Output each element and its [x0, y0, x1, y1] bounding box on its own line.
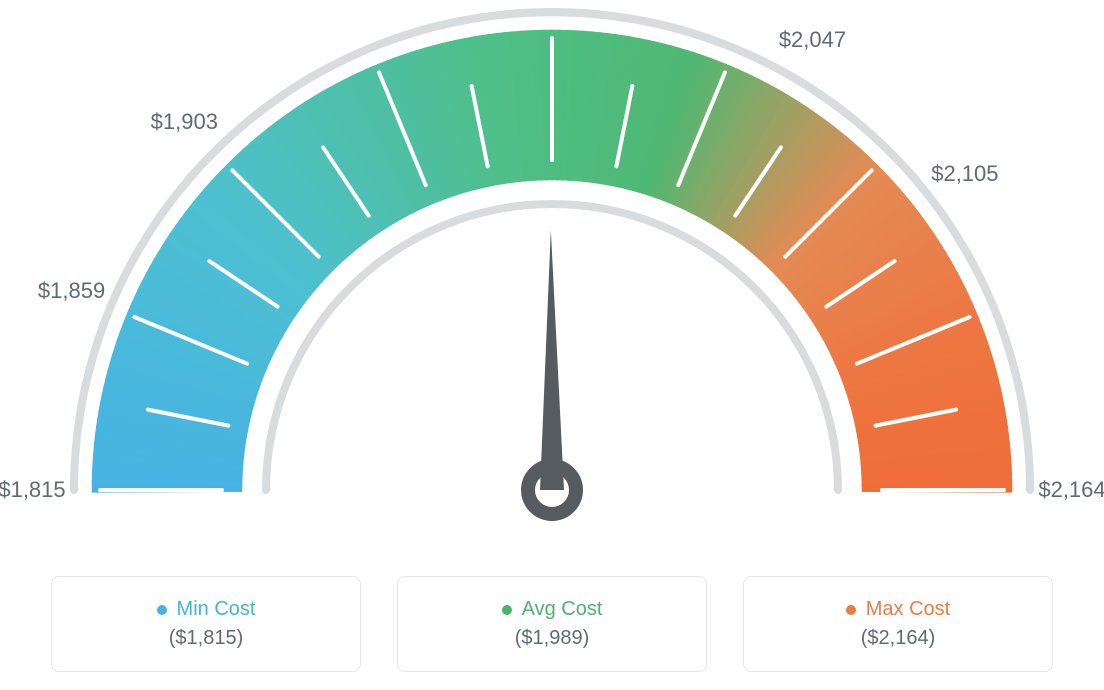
gauge-tick-label: $1,903 — [151, 109, 218, 135]
legend-top-avg: Avg Cost — [502, 598, 603, 621]
legend-value-min: ($1,815) — [169, 627, 244, 650]
gauge-tick-label: $2,047 — [779, 27, 846, 53]
gauge-chart: $1,815$1,859$1,903$1,989$2,047$2,105$2,1… — [0, 0, 1104, 540]
legend-top-max: Max Cost — [846, 598, 950, 621]
gauge-tick-label: $2,105 — [931, 161, 998, 187]
legend-card-max: Max Cost ($2,164) — [743, 576, 1053, 672]
legend-dot-min — [157, 605, 167, 615]
legend-top-min: Min Cost — [157, 598, 256, 621]
legend-card-avg: Avg Cost ($1,989) — [397, 576, 707, 672]
gauge-tick-label: $1,815 — [0, 477, 66, 503]
gauge-tick-label: $1,859 — [38, 278, 105, 304]
legend-value-avg: ($1,989) — [515, 627, 590, 650]
legend-dot-max — [846, 605, 856, 615]
legend-dot-avg — [502, 605, 512, 615]
legend-label-min: Min Cost — [177, 598, 256, 621]
legend-value-max: ($2,164) — [861, 627, 936, 650]
legend-row: Min Cost ($1,815) Avg Cost ($1,989) Max … — [0, 576, 1104, 672]
legend-card-min: Min Cost ($1,815) — [51, 576, 361, 672]
gauge-svg — [0, 0, 1104, 540]
legend-label-avg: Avg Cost — [522, 598, 603, 621]
gauge-tick-label: $2,164 — [1038, 477, 1104, 503]
legend-label-max: Max Cost — [866, 598, 950, 621]
